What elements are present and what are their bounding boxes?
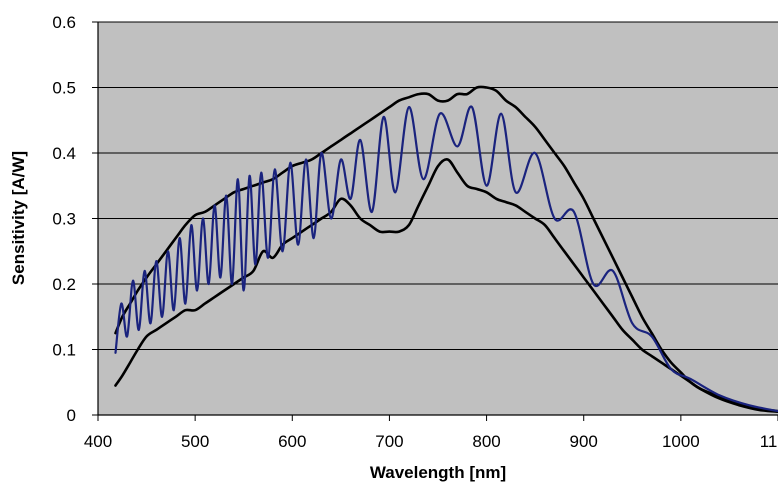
- x-tick-label: 400: [84, 432, 112, 451]
- y-tick-labels: 0 0.1 0.2 0.3 0.4 0.5 0.6: [52, 13, 76, 425]
- y-tick-label: 0.2: [52, 275, 76, 294]
- x-axis-title: Wavelength [nm]: [370, 463, 506, 482]
- y-tick-label: 0.3: [52, 210, 76, 229]
- series-measured-oscillating-line: [114, 105, 778, 413]
- x-tick-label: 1000: [662, 432, 700, 451]
- x-tick-label: 1100: [760, 432, 778, 451]
- x-tick-label: 800: [472, 432, 500, 451]
- axes: [92, 21, 778, 421]
- x-tick-label: 500: [181, 432, 209, 451]
- y-tick-label: 0.6: [52, 13, 76, 32]
- y-tick-label: 0.1: [52, 341, 76, 360]
- x-tick-label: 900: [570, 432, 598, 451]
- gridlines: [98, 21, 778, 350]
- x-tick-label: 700: [375, 432, 403, 451]
- series-lower-envelope-line: [114, 158, 778, 413]
- y-axis-title: Sensitivity [A/W]: [9, 151, 28, 285]
- y-tick-label: 0.4: [52, 144, 76, 163]
- x-tick-labels: 400 500 600 700 800 900 1000 1100: [84, 432, 778, 451]
- x-tick-label: 600: [278, 432, 306, 451]
- y-tick-label: 0: [67, 406, 76, 425]
- series-group: [114, 85, 778, 413]
- y-tick-label: 0.5: [52, 79, 76, 98]
